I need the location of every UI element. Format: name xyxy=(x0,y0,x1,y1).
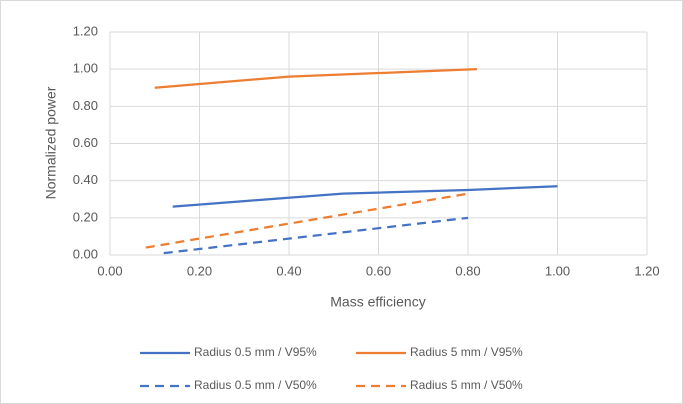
legend-label: Radius 0.5 mm / V50% xyxy=(194,378,317,392)
legend-label: Radius 5 mm / V95% xyxy=(410,345,523,359)
x-tick-label: 1.00 xyxy=(545,263,570,278)
x-tick-label: 0.60 xyxy=(366,263,391,278)
x-axis-title: Mass efficiency xyxy=(330,294,425,310)
y-tick-label: 0.60 xyxy=(73,135,98,150)
line xyxy=(163,216,469,255)
y-tick-label: 1.00 xyxy=(73,61,98,76)
legend-label: Radius 5 mm / V50% xyxy=(410,378,523,392)
y-tick-label: 0.40 xyxy=(73,172,98,187)
y-tick-label: 0.20 xyxy=(73,209,98,224)
x-tick-label: 0.20 xyxy=(187,263,212,278)
line xyxy=(172,185,558,208)
y-axis-title: Normalized power xyxy=(43,86,59,199)
legend-label: Radius 0.5 mm / V95% xyxy=(194,345,317,359)
y-tick-label: 0.80 xyxy=(73,98,98,113)
x-tick-label: 0.00 xyxy=(97,263,122,278)
x-tick-label: 0.40 xyxy=(276,263,301,278)
line xyxy=(145,192,469,249)
x-tick-label: 0.80 xyxy=(455,263,480,278)
line xyxy=(154,68,477,89)
y-tick-label: 1.20 xyxy=(73,23,98,38)
y-tick-label: 0.00 xyxy=(73,246,98,261)
x-tick-label: 1.20 xyxy=(634,263,659,278)
